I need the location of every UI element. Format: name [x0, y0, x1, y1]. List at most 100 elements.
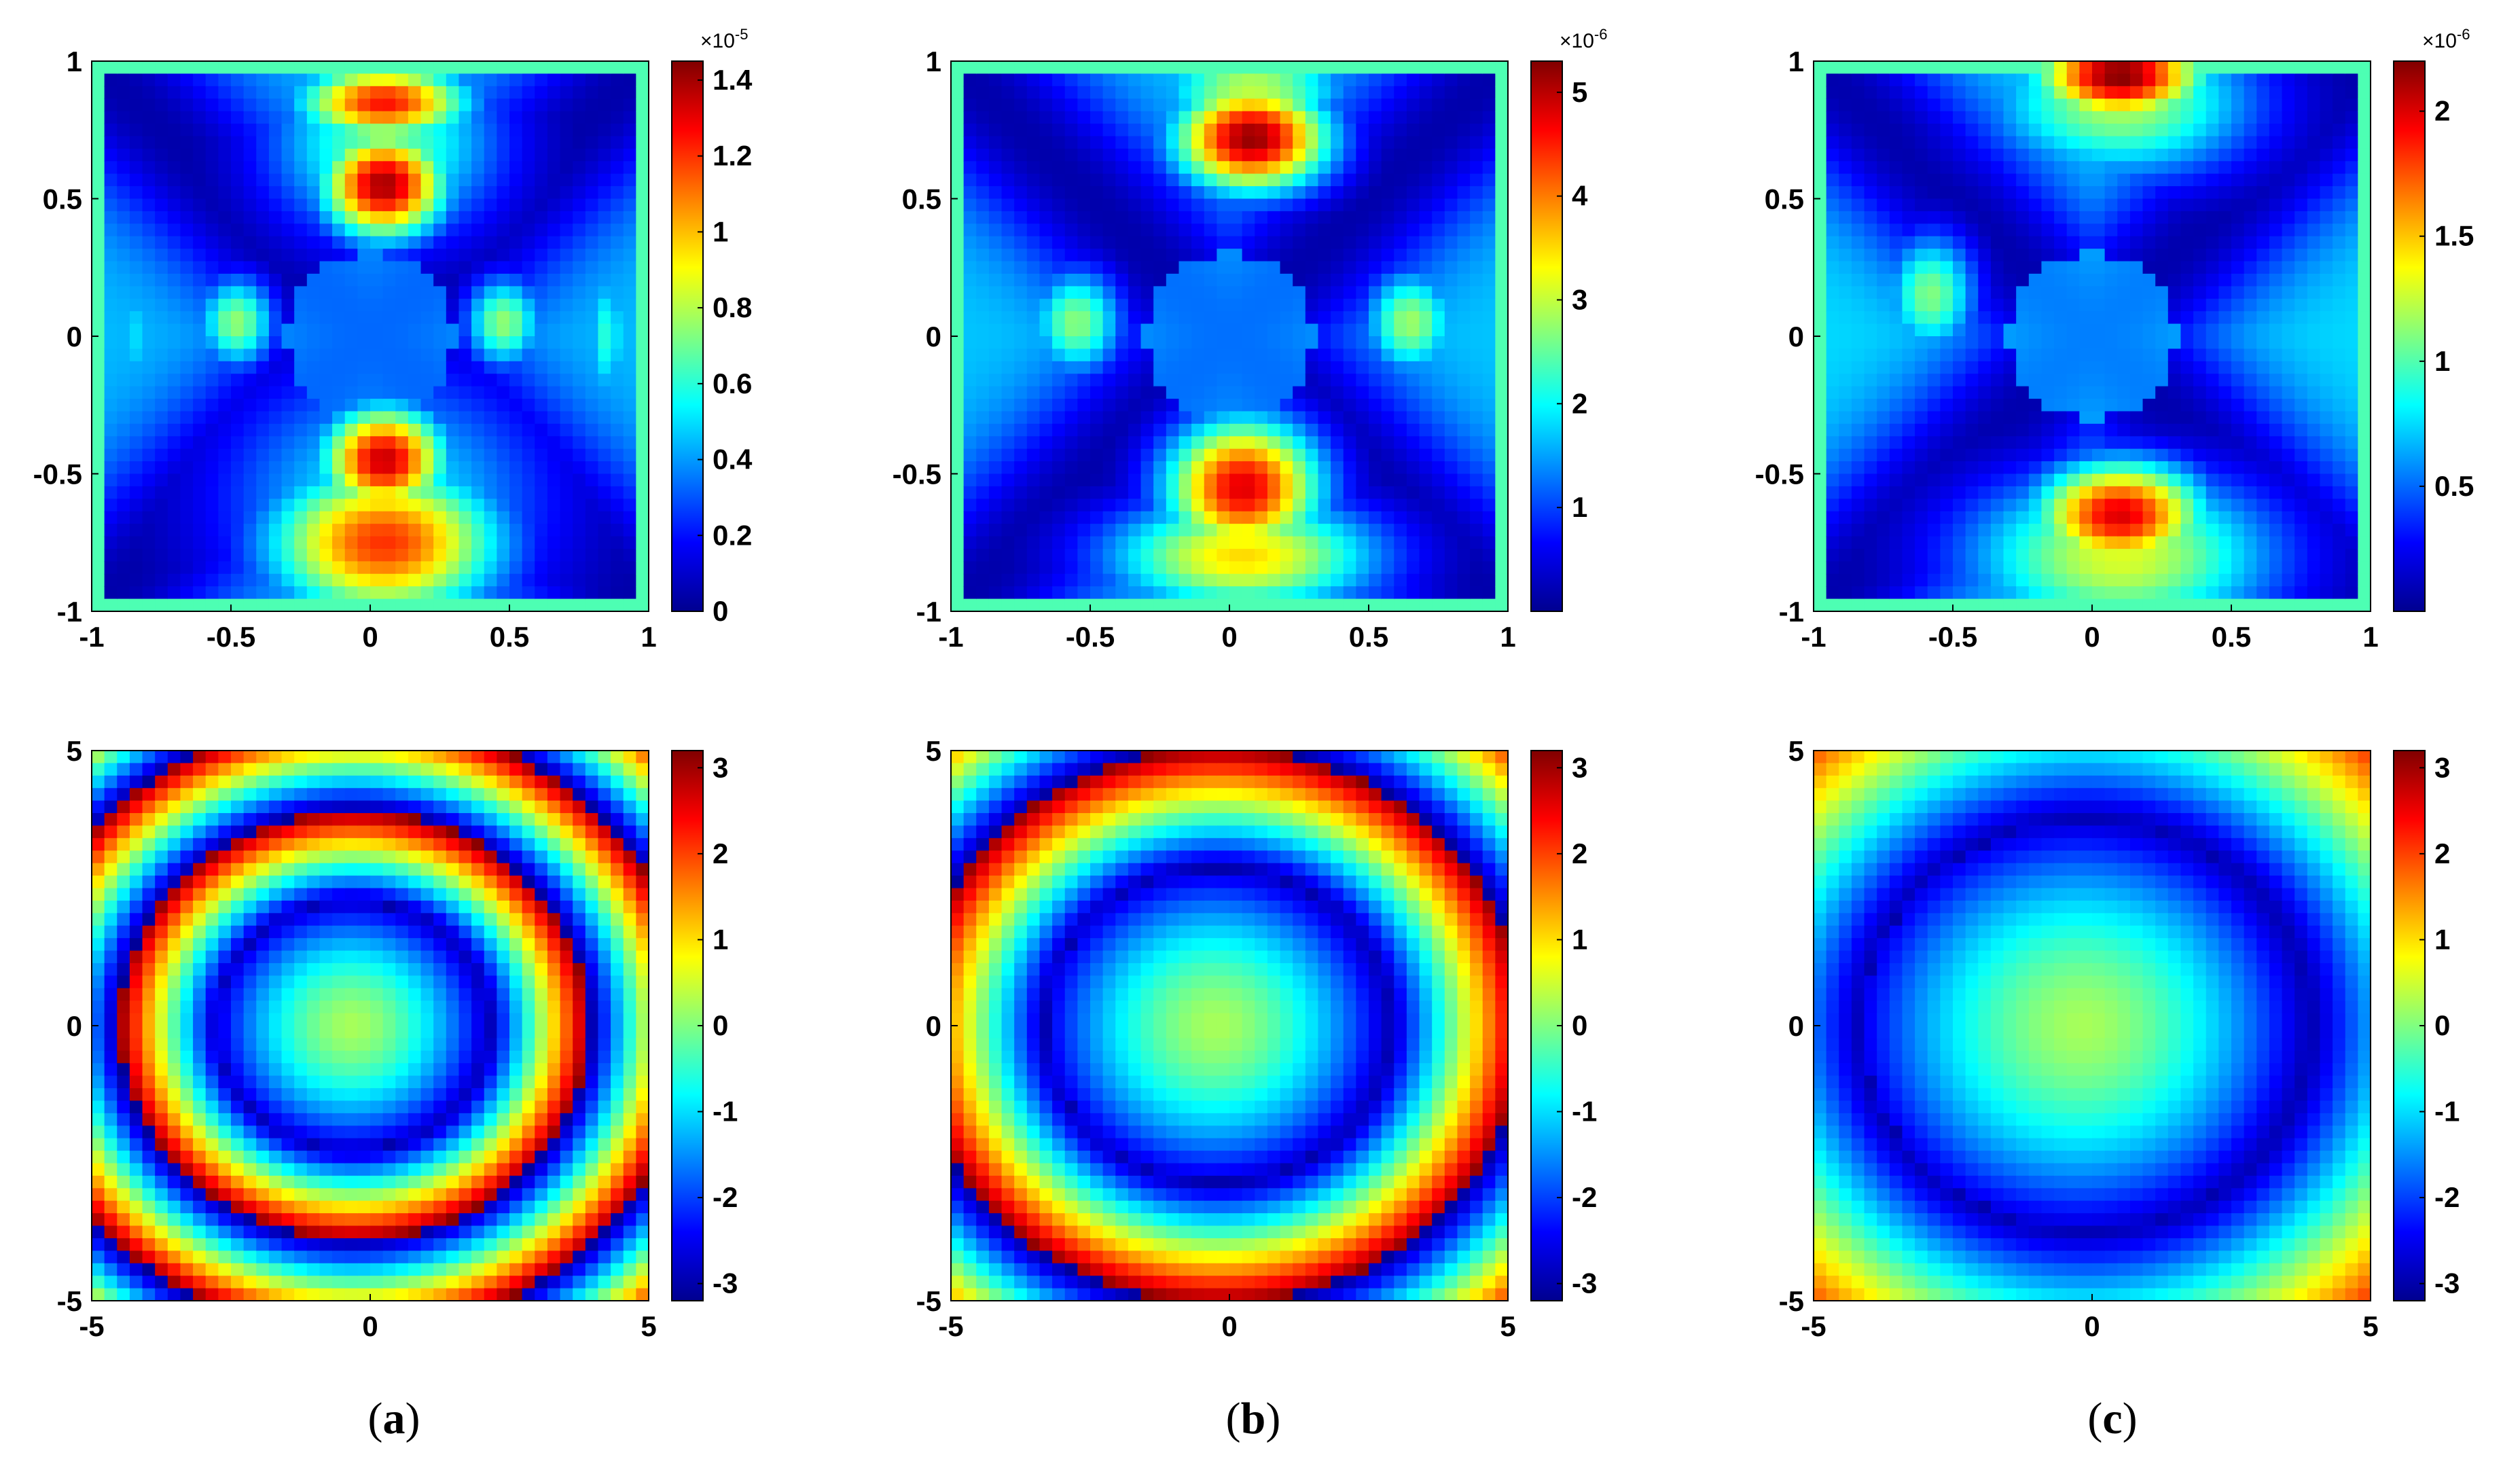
heatmap-cell: [142, 486, 156, 500]
heatmap-cell: [1039, 98, 1053, 112]
heatmap-cell: [1495, 298, 1509, 312]
heatmap-cell: [1902, 524, 1915, 537]
heatmap-cell: [1039, 411, 1053, 425]
heatmap-cell: [1001, 348, 1015, 362]
heatmap-cell: [370, 499, 384, 512]
x-tick-label: -1: [938, 621, 963, 653]
heatmap-cell: [1242, 499, 1256, 512]
heatmap-cell: [1077, 148, 1091, 162]
heatmap-cell: [319, 536, 333, 550]
heatmap-cell: [382, 61, 397, 75]
heatmap-cell: [1064, 148, 1079, 162]
heatmap-cell: [92, 273, 105, 287]
heatmap-cell: [1102, 536, 1117, 550]
heatmap-cell: [2016, 311, 2030, 325]
heatmap-cell: [1102, 486, 1117, 500]
heatmap-cell: [104, 73, 118, 87]
heatmap-cell: [598, 173, 611, 187]
heatmap-cell: [1318, 436, 1331, 450]
heatmap-cell: [268, 136, 283, 149]
heatmap-cell: [1889, 311, 1903, 325]
heatmap-cell: [1242, 198, 1256, 212]
heatmap-cell: [205, 486, 219, 500]
heatmap-cell: [205, 524, 219, 537]
heatmap-cell: [1191, 561, 1205, 575]
heatmap-cell: [332, 511, 346, 524]
heatmap-cell: [1902, 423, 1915, 437]
heatmap-cell: [1280, 61, 1293, 75]
heatmap-cell: [306, 236, 321, 249]
heatmap-cell: [2079, 111, 2093, 124]
heatmap-cell: [1026, 186, 1041, 200]
heatmap-cell: [1444, 261, 1458, 274]
heatmap-cell: [205, 336, 219, 350]
heatmap-cell: [1115, 211, 1129, 225]
heatmap-cell: [446, 198, 460, 212]
heatmap-cell: [1814, 298, 1827, 312]
heatmap-cell: [2041, 499, 2055, 512]
heatmap-cell: [1014, 273, 1028, 287]
heatmap-cell: [1204, 148, 1218, 162]
heatmap-cell: [1381, 111, 1395, 124]
heatmap-cell: [420, 536, 434, 550]
heatmap-cell: [142, 186, 156, 200]
heatmap-cell: [2041, 148, 2055, 162]
heatmap-cell: [167, 436, 181, 450]
heatmap-cell: [1217, 73, 1230, 87]
heatmap-cell: [1432, 336, 1445, 350]
heatmap-cell: [2041, 323, 2055, 337]
heatmap-cell: [1178, 423, 1192, 437]
heatmap-cell: [1140, 186, 1154, 200]
heatmap-cell: [294, 423, 308, 437]
heatmap-cell: [471, 186, 485, 200]
heatmap-cell: [1406, 249, 1420, 262]
heatmap-cell: [1444, 249, 1458, 262]
heatmap-cell: [1255, 198, 1268, 212]
heatmap-cell: [1877, 161, 1890, 175]
heatmap-cell: [243, 124, 257, 137]
heatmap-cell: [2016, 448, 2030, 462]
heatmap-cell: [1864, 136, 1877, 149]
heatmap-cell: [1940, 136, 1954, 149]
heatmap-cell: [1470, 61, 1483, 75]
heatmap-cell: [1940, 423, 1954, 437]
heatmap-cell: [1940, 111, 1954, 124]
heatmap-cell: [92, 311, 105, 325]
heatmap-cell: [1915, 198, 1928, 212]
heatmap-cell: [1356, 286, 1369, 300]
heatmap-cell: [243, 98, 257, 112]
heatmap-cell: [1978, 436, 1992, 450]
heatmap-cell: [1851, 473, 1865, 487]
heatmap-cell: [560, 86, 573, 100]
heatmap-cell: [1153, 524, 1167, 537]
heatmap-cell: [1482, 249, 1496, 262]
heatmap-cell: [1990, 161, 2004, 175]
heatmap-cell: [2104, 411, 2119, 425]
heatmap-cell: [1064, 111, 1079, 124]
heatmap-cell: [1902, 298, 1915, 312]
heatmap-cell: [1927, 361, 1941, 375]
heatmap-cell: [1178, 211, 1192, 225]
heatmap-cell: [1457, 236, 1471, 249]
heatmap-cell: [1090, 173, 1104, 187]
heatmap-cell: [243, 73, 257, 87]
heatmap-cell: [1444, 448, 1458, 462]
heatmap-cell: [560, 161, 573, 175]
heatmap-cell: [535, 186, 548, 200]
heatmap-cell: [471, 273, 485, 287]
heatmap-cell: [218, 273, 232, 287]
heatmap-cell: [1381, 586, 1395, 600]
heatmap-cell: [585, 548, 599, 562]
heatmap-cell: [497, 124, 510, 137]
heatmap-cell: [1318, 261, 1331, 274]
heatmap-cell: [535, 473, 548, 487]
heatmap-cell: [1432, 536, 1445, 550]
heatmap-cell: [243, 86, 257, 100]
heatmap-cell: [129, 323, 143, 337]
heatmap-cell: [1090, 186, 1104, 200]
heatmap-cell: [129, 136, 143, 149]
heatmap-cell: [976, 436, 990, 450]
heatmap-cell: [535, 524, 548, 537]
heatmap-cell: [1128, 499, 1142, 512]
heatmap-cell: [1877, 198, 1890, 212]
